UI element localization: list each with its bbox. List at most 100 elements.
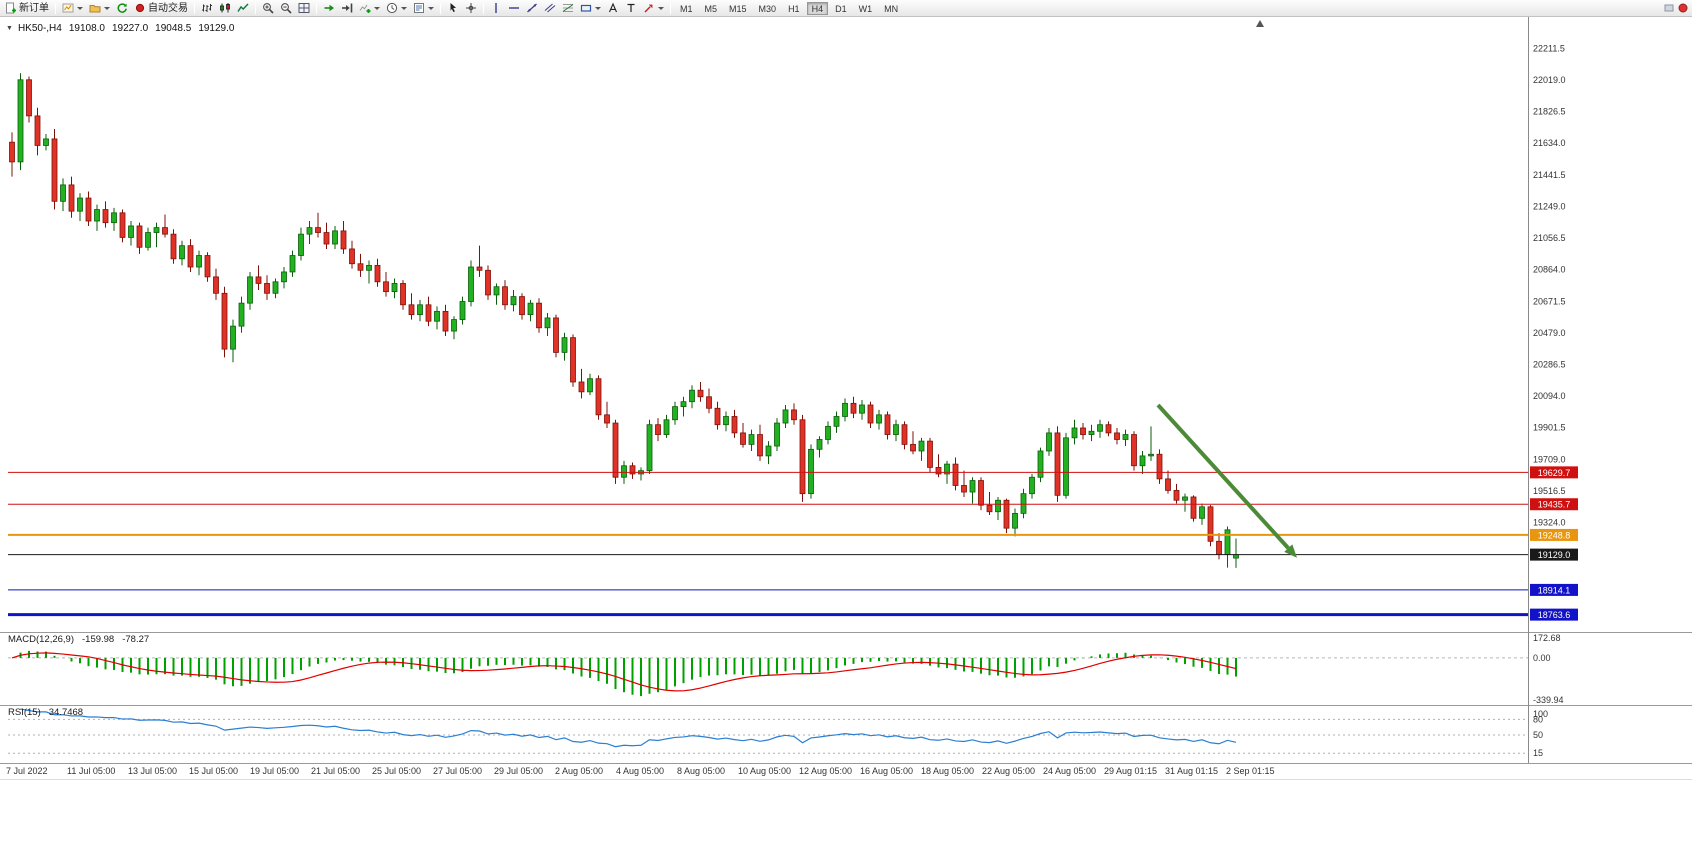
alerts-icon[interactable] [1663,2,1675,14]
candle [604,414,610,424]
candle [672,406,678,421]
periods-button[interactable] [383,1,410,16]
equidistant-channel-button[interactable] [541,1,559,16]
candle [621,465,627,478]
candle [298,233,304,256]
candle [519,296,525,316]
candle [927,440,933,468]
symbol-d[interactable]: ▼ [6,25,13,32]
candle [391,283,398,293]
rsi-axis-label: 15 [1533,748,1543,758]
timeframe-h4-button[interactable]: H4 [806,1,829,15]
zoom-out-button[interactable] [277,1,295,16]
toolbar-separator [194,2,195,14]
text-icon [608,2,618,13]
arrows-icon [644,4,653,13]
candle [655,424,661,435]
time-axis[interactable] [0,764,1692,779]
candle [1080,427,1086,435]
time-label: 31 Aug 01:15 [1165,766,1218,776]
candle [289,255,296,273]
candle [128,225,134,238]
timeframe-m30-button[interactable]: M30 [758,3,777,14]
timeframe-m5-button[interactable]: M5 [704,3,718,14]
candle [136,225,143,248]
templates-button[interactable] [410,1,437,16]
crosshair-icon [466,3,476,13]
chart-shift-button[interactable] [338,1,356,16]
timeframe-w1-button[interactable]: W1 [858,3,873,14]
macd-axis-label: 0.00 [1533,653,1551,663]
new-order-button[interactable]: 新订单 [2,1,52,16]
new-chart-button[interactable] [59,1,86,16]
price-tick-label: 20479.0 [1533,328,1566,338]
timeframe-mn-button[interactable]: MN [884,3,899,14]
chart-canvas[interactable]: 22211.5 22019.0 21826.5 21634.0 21441.5 21249… [0,17,1692,779]
time-label: 24 Aug 05:00 [1043,766,1096,776]
zoom-in-button[interactable] [259,1,277,16]
trend-arrow[interactable] [1156,403,1290,550]
crosshair-button[interactable] [462,1,480,16]
text-label-button[interactable] [622,1,640,16]
bar-chart-icon [202,4,212,12]
candle [85,197,92,222]
candle [1114,432,1120,440]
text-button[interactable] [604,1,622,16]
refresh-button[interactable] [113,1,131,16]
candle [170,233,177,260]
candle [451,319,457,332]
profiles-button[interactable] [86,1,113,16]
bar-chart-button[interactable] [198,1,216,16]
candle [434,310,440,322]
timeframe-m15-button[interactable]: M15 [729,3,747,14]
candle [774,422,780,447]
arrows-button[interactable] [640,1,667,16]
timeframe-h1-button[interactable]: H1 [788,3,800,14]
dropdown-caret-icon [77,6,83,10]
candle [187,245,194,268]
candle [612,422,619,478]
macd-title-bar: MACD(12,26,9) -159.98 -78.27 [8,634,149,645]
candle [731,416,738,434]
fibonacci-button[interactable] [559,1,577,16]
indicators-button[interactable] [356,1,383,16]
candle [315,227,321,233]
resistance-line-2-badge [1530,498,1578,511]
vertical-line-button[interactable] [487,1,505,16]
cursor-button[interactable] [444,1,462,16]
horizontal-line-button[interactable] [505,1,523,16]
toolbar-separator [316,2,317,14]
candle [332,230,338,245]
candlestick-chart-button[interactable] [216,1,234,16]
price-axis[interactable] [1529,17,1589,763]
horizontal-line-icon [509,7,519,9]
macd-signal-value: -78.27 [122,634,150,645]
candle [408,304,415,316]
timeframe-m1-button[interactable]: M1 [680,3,693,14]
connection-status-icon[interactable] [1677,2,1689,14]
tile-windows-button[interactable] [295,1,313,16]
candle [1012,512,1018,529]
candle [901,424,908,445]
candle [247,276,253,304]
support-line-blue-1-badge-label: 18914.1 [1538,585,1571,595]
candle [1029,476,1035,495]
candle [570,337,576,383]
chart-shift-marker[interactable] [1256,20,1264,27]
dropdown-caret-icon [658,6,664,10]
trendline-button[interactable] [523,1,541,16]
price-tick-label: 20864.0 [1533,265,1566,275]
line-chart-button[interactable] [234,1,252,16]
toolbar: 新订单 自动交易 M1 M5 M15 M30 H1 H4 D1 W1 MN [0,0,1692,17]
candle [782,409,789,424]
candle [1003,499,1010,529]
shapes-button[interactable] [577,1,604,16]
candle [417,304,423,316]
candle [366,264,372,271]
auto-scroll-button[interactable] [320,1,338,16]
candle [952,463,959,486]
price-tick-label: 21634.0 [1533,138,1566,148]
auto-trading-button[interactable]: 自动交易 [131,1,191,16]
support-line-orange-badge [1530,528,1578,541]
timeframe-d1-button[interactable]: D1 [835,3,847,14]
